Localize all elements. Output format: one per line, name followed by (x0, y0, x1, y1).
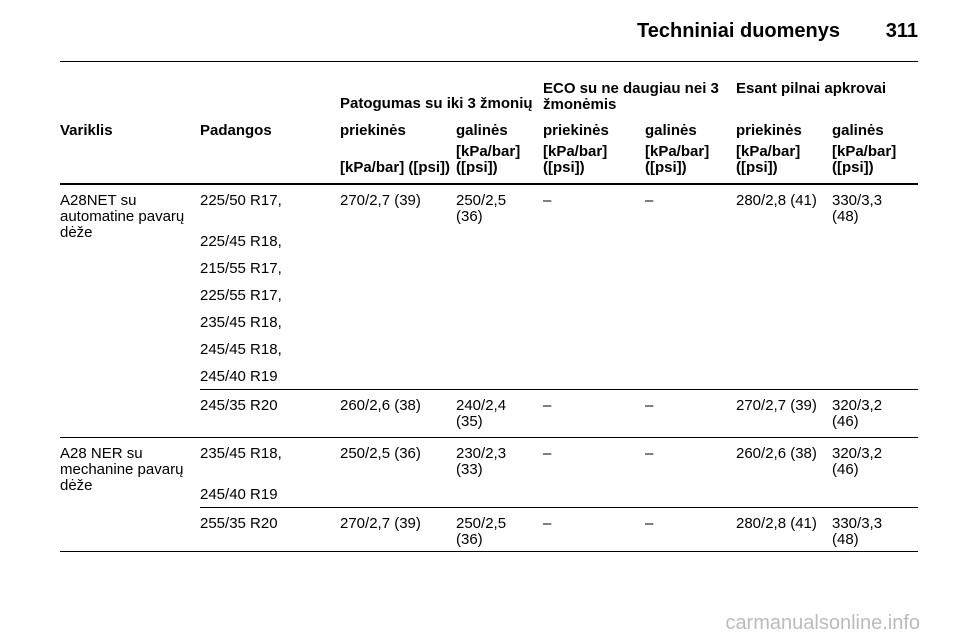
pressure: 320/3,2 (46) (832, 397, 883, 430)
pressure: – (645, 515, 654, 532)
pressure: – (645, 445, 654, 462)
group-header: ECO su ne daugiau nei 3 žmonėmis (543, 80, 719, 113)
rule (200, 389, 918, 390)
column-header: galinės (645, 122, 697, 139)
tire-size: 225/55 R17, (200, 287, 282, 304)
pressure: 270/2,7 (39) (340, 192, 421, 209)
pressure: 270/2,7 (39) (736, 397, 817, 414)
unit: [kPa/bar] ([psi]) (645, 143, 710, 176)
tire-size: 225/45 R18, (200, 233, 282, 250)
pressure: – (645, 397, 654, 414)
engine: A28 NER su mechanine pavarų dėže (60, 445, 184, 494)
rule (60, 551, 918, 552)
pressure: 270/2,7 (39) (340, 515, 421, 532)
rule (60, 183, 918, 185)
column-header: galinės (832, 122, 884, 139)
pressure: 260/2,6 (38) (736, 445, 817, 462)
rule (200, 507, 918, 508)
tire-size: 245/40 R19 (200, 368, 278, 385)
tire-size: 245/40 R19 (200, 486, 278, 503)
pressure: 280/2,8 (41) (736, 515, 817, 532)
pressure: – (543, 515, 552, 532)
column-header: priekinės (543, 122, 609, 139)
group-header: Esant pilnai apkrovai (736, 80, 887, 97)
tire-size: 225/50 R17, (200, 192, 282, 209)
pressure: – (543, 445, 552, 462)
pressure: 240/2,4 (35) (456, 397, 507, 430)
page-number: 311 (885, 20, 918, 42)
watermark: carmanualsonline.info (725, 612, 920, 634)
tire-size: 235/45 R18, (200, 445, 282, 462)
column-header: priekinės (736, 122, 802, 139)
column-header: Variklis (60, 122, 113, 139)
tire-size: 255/35 R20 (200, 515, 278, 532)
unit: [kPa/bar] ([psi]) (736, 143, 801, 176)
column-header: priekinės (340, 122, 406, 139)
unit: [kPa/bar] ([psi]) (543, 143, 608, 176)
pressure: 260/2,6 (38) (340, 397, 421, 414)
pressure: 250/2,5 (36) (340, 445, 421, 462)
unit: [kPa/bar] ([psi]) (456, 143, 521, 176)
pressure: 250/2,5 (36) (456, 192, 507, 225)
pressure: – (543, 192, 552, 209)
rule (60, 437, 918, 438)
tire-size: 245/35 R20 (200, 397, 278, 414)
unit: [kPa/bar] ([psi]) (340, 159, 451, 176)
tire-size: 215/55 R17, (200, 260, 282, 277)
tire-size: 235/45 R18, (200, 314, 282, 331)
pressure: 330/3,3 (48) (832, 515, 883, 548)
pressure: 330/3,3 (48) (832, 192, 883, 225)
pressure: 320/3,2 (46) (832, 445, 883, 478)
pressure: – (543, 397, 552, 414)
engine: A28NET su automatine pavarų dėže (60, 192, 185, 241)
column-header: galinės (456, 122, 508, 139)
pressure: 250/2,5 (36) (456, 515, 507, 548)
unit: [kPa/bar] ([psi]) (832, 143, 897, 176)
rule (60, 61, 918, 62)
column-header: Padangos (200, 122, 272, 139)
group-header: Patogumas su iki 3 žmonių (340, 95, 533, 112)
page-title: Techniniai duomenys (637, 20, 840, 42)
pressure: 230/2,3 (33) (456, 445, 507, 478)
pressure: – (645, 192, 654, 209)
pressure: 280/2,8 (41) (736, 192, 817, 209)
tire-size: 245/45 R18, (200, 341, 282, 358)
